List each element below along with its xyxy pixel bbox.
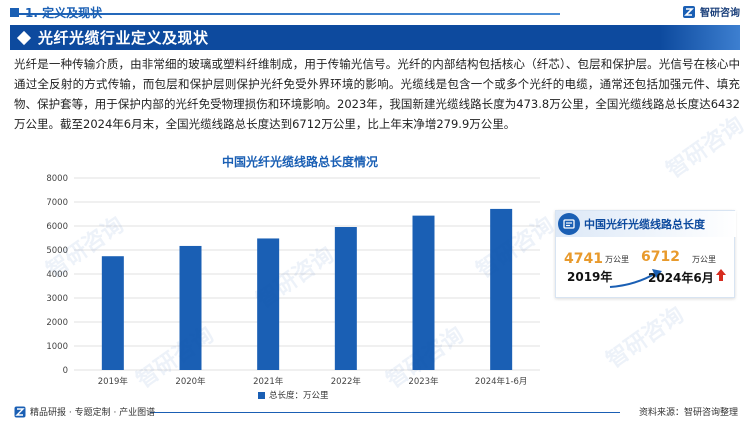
bar: [334, 227, 357, 370]
x-tick-label: 2022年: [331, 376, 362, 387]
summary-card-header: 中国光纤光缆线路总长度: [556, 211, 736, 237]
x-tick-label: 2019年: [98, 376, 129, 387]
growth-arrow-icon: [609, 269, 662, 288]
y-tick-label: 2000: [46, 318, 68, 328]
brand-logo: 智研咨询: [682, 4, 740, 19]
y-tick-label: 5000: [46, 246, 68, 256]
section-heading: 1. 定义及现状: [10, 4, 102, 21]
y-tick-label: 1000: [46, 342, 68, 352]
bar: [490, 208, 513, 370]
watermark-logo: 智研咨询: [602, 302, 689, 374]
y-tick-label: 6000: [46, 222, 68, 232]
summary-card: 中国光纤光缆线路总长度 4741 万公里 2019年 6712 万公里 2024…: [555, 210, 736, 298]
page-title: 光纤光缆行业定义及现状: [38, 29, 209, 47]
y-tick-label: 3000: [46, 294, 68, 304]
x-tick-label: 2020年: [175, 376, 206, 387]
title-banner: 光纤光缆行业定义及现状: [10, 25, 740, 50]
footer: 精品研报 · 专题定制 · 产业图谱 资料来源：智研咨询整理: [0, 403, 750, 421]
source-note: 资料来源：智研咨询整理: [638, 408, 738, 418]
x-tick-label: 2023年: [408, 376, 439, 387]
bar: [257, 238, 280, 370]
top-divider: [10, 13, 560, 15]
brand-name: 智研咨询: [700, 8, 740, 19]
footer-tagline-text: 精品研报 · 专题定制 · 产业图谱: [30, 408, 156, 418]
y-tick-label: 4000: [46, 270, 68, 280]
cable-icon: [558, 213, 580, 235]
footer-divider: [150, 412, 620, 413]
bar: [412, 215, 435, 370]
bar-chart: 0 1000 2000 3000 4000 5000 6000 7000 8000 2019年 20…: [46, 174, 540, 401]
end-year: 2024年6月: [648, 271, 714, 285]
end-value: 6712: [641, 249, 680, 265]
summary-card-title: 中国光纤光缆线路总长度: [584, 218, 705, 231]
section-square-icon: [10, 8, 19, 17]
bar: [179, 245, 202, 370]
x-tick-label: 2024年1-6月: [475, 376, 528, 387]
footer-tagline: 精品研报 · 专题定制 · 产业图谱: [14, 405, 155, 418]
legend-label: 总长度：万公里: [269, 390, 329, 401]
banner-gradient: [660, 25, 740, 50]
top-bar: 1. 定义及现状 智研咨询: [0, 0, 750, 22]
y-tick-label: 7000: [46, 198, 68, 208]
legend-swatch: [258, 392, 265, 399]
x-tick-label: 2021年: [253, 376, 284, 387]
footer-logo-icon: [14, 406, 26, 417]
up-arrow-icon: [716, 269, 726, 281]
start-year: 2019年: [567, 270, 613, 284]
section-label: 1. 定义及现状: [25, 6, 103, 20]
bar: [101, 256, 124, 370]
y-tick-label: 8000: [46, 174, 68, 184]
brand-logo-icon: [683, 5, 695, 18]
intro-paragraph: 光纤是一种传输介质，由非常细的玻璃或塑料纤维制成，用于传输光信号。光纤的内部结构…: [14, 57, 740, 131]
y-tick-label: 0: [63, 366, 68, 376]
end-unit: 万公里: [692, 255, 716, 264]
chart-title: 中国光纤光缆线路总长度情况: [221, 155, 378, 169]
start-unit: 万公里: [605, 255, 629, 264]
banner-diamond-icon: [16, 30, 32, 45]
start-value: 4741: [564, 251, 603, 267]
